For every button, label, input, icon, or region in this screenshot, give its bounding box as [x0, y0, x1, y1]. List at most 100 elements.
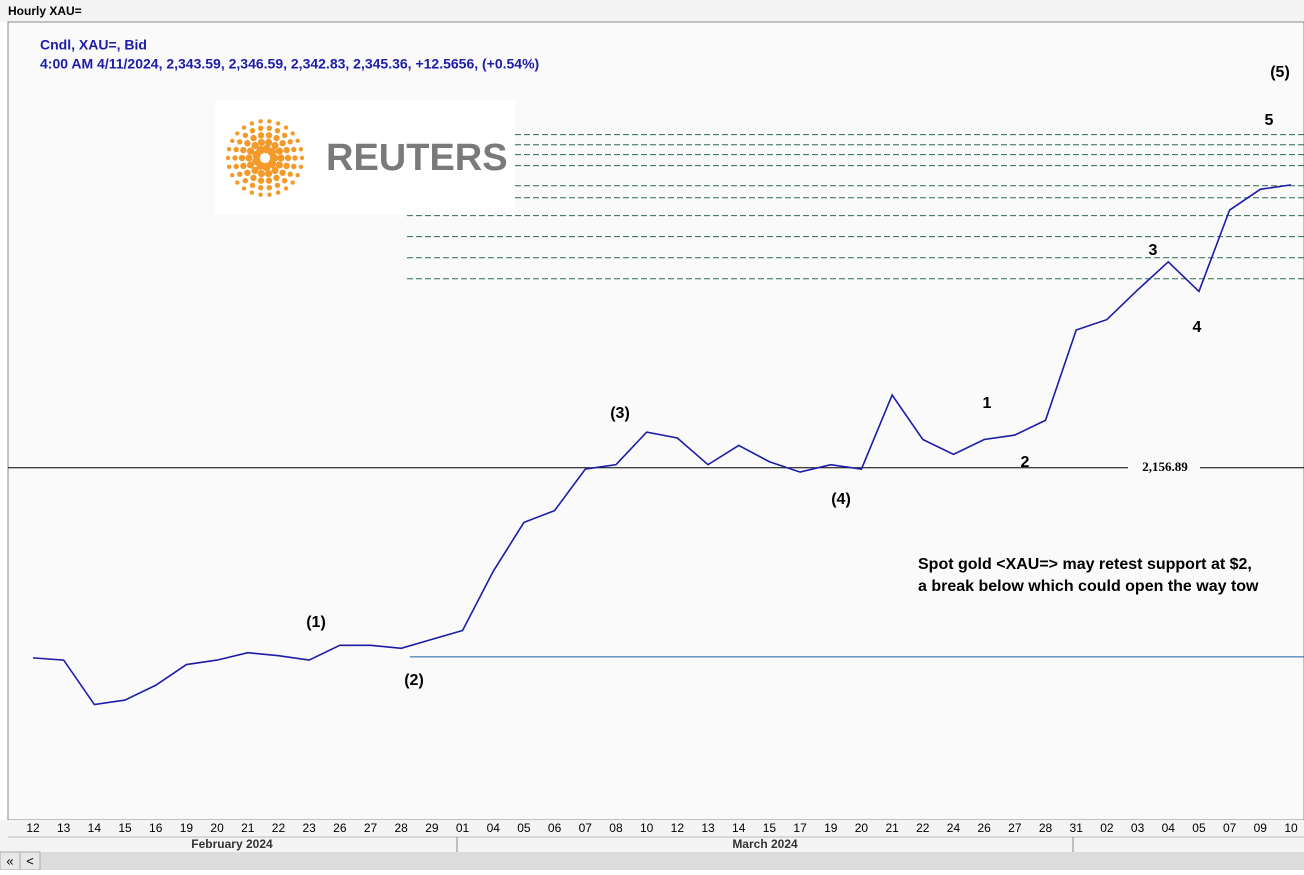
x-tick-label: 04: [487, 821, 501, 835]
logo-dot: [283, 186, 289, 191]
logo-dot: [265, 177, 273, 184]
logo-dot: [230, 172, 235, 178]
logo-dot: [258, 192, 263, 197]
logo-dot: [291, 163, 297, 170]
logo-dot: [287, 171, 293, 177]
logo-dot: [295, 172, 300, 178]
scroll-button-label[interactable]: «: [6, 853, 13, 868]
x-tick-label: 19: [180, 821, 194, 835]
x-tick-label: 13: [57, 821, 71, 835]
scrollbar[interactable]: [0, 852, 1304, 870]
logo-dot: [241, 125, 247, 130]
x-tick-label: 06: [548, 821, 562, 835]
logo-dot: [290, 180, 295, 185]
logo-dot: [291, 146, 297, 153]
x-tick-label: 05: [517, 821, 531, 835]
logo-dot: [258, 184, 264, 191]
title-bar: [0, 0, 1304, 22]
logo-dot: [226, 146, 232, 152]
logo-dot: [230, 138, 235, 144]
logo-dot: [249, 182, 256, 188]
logo-dot: [267, 119, 272, 124]
reference-label-bg: [1128, 459, 1200, 476]
logo-dot: [233, 146, 239, 153]
x-tick-label: 22: [272, 821, 286, 835]
wave-label: (5): [1270, 64, 1290, 81]
logo-dot: [271, 166, 279, 175]
plot-area: [7, 21, 1304, 821]
x-tick-label: 04: [1162, 821, 1176, 835]
logo-dot: [295, 138, 300, 144]
logo-dot: [257, 169, 266, 178]
x-tick-label: 12: [671, 821, 685, 835]
logo-dot: [264, 169, 273, 178]
logo-dot: [267, 148, 277, 157]
window-title: Hourly XAU=: [8, 4, 82, 18]
wave-label: 4: [1193, 319, 1202, 336]
logo-dot: [258, 125, 264, 132]
x-tick-label: 26: [333, 821, 347, 835]
logo-dot: [241, 186, 247, 191]
logo-dot: [267, 192, 272, 197]
logo-dot: [271, 141, 279, 150]
logo-dot: [274, 182, 281, 188]
note-line: a break below which could open the way t…: [918, 578, 1259, 595]
scroll-button-label[interactable]: <: [26, 853, 34, 868]
logo-dot: [275, 121, 281, 126]
logo-dot: [249, 121, 255, 126]
reference-label: 2,156.89: [1142, 459, 1188, 474]
logo-dot: [284, 154, 292, 162]
x-tick-label: 29: [425, 821, 439, 835]
logo-dot: [235, 180, 240, 185]
x-tick-label: 31: [1070, 821, 1084, 835]
logo-dot: [258, 119, 263, 124]
chart-title: Cndl, XAU=, Bid: [40, 37, 147, 53]
logo-dot: [240, 162, 247, 170]
logo-dot: [265, 132, 273, 139]
logo-dot: [275, 161, 284, 169]
logo-dot: [266, 125, 272, 132]
x-tick-label: 19: [824, 821, 838, 835]
logo-dot: [245, 154, 253, 162]
x-tick-label: 10: [640, 821, 654, 835]
logo-dot: [226, 164, 232, 170]
x-axis-band: [0, 820, 1304, 852]
logo-dot: [251, 141, 259, 150]
logo-dot: [266, 184, 272, 191]
logo-dot: [237, 171, 243, 177]
x-tick-label: 05: [1192, 821, 1206, 835]
logo-dot: [257, 177, 265, 184]
x-tick-label: 12: [26, 821, 40, 835]
logo-dot: [240, 146, 247, 154]
logo-dot: [279, 140, 286, 147]
logo-dot: [283, 146, 290, 154]
logo-dot: [292, 155, 298, 161]
logo-dot: [274, 128, 281, 134]
x-tick-label: 28: [1039, 821, 1053, 835]
logo-dot: [244, 140, 251, 147]
logo-dot: [233, 163, 239, 170]
x-tick-label: 15: [118, 821, 132, 835]
logo-dot: [281, 177, 288, 184]
x-tick-label: 13: [701, 821, 715, 835]
wave-label: (1): [306, 614, 326, 631]
wave-label: (2): [404, 672, 424, 689]
price-line: [32, 184, 1292, 706]
logo-dot: [257, 138, 266, 147]
logo-dot: [250, 134, 257, 142]
month-label: February 2024: [191, 837, 273, 851]
x-tick-label: 03: [1131, 821, 1145, 835]
x-tick-label: 28: [395, 821, 409, 835]
x-tick-label: 10: [1284, 821, 1298, 835]
x-tick-label: 26: [977, 821, 991, 835]
logo-text: REUTERS: [326, 137, 508, 179]
x-tick-label: 27: [1008, 821, 1022, 835]
x-tick-label: 22: [916, 821, 930, 835]
x-tick-label: 27: [364, 821, 378, 835]
x-tick-label: 01: [456, 821, 470, 835]
x-tick-label: 20: [855, 821, 869, 835]
logo-dot: [275, 147, 284, 155]
logo-dot: [249, 190, 255, 195]
logo-mark: [225, 119, 305, 197]
logo-dot: [251, 166, 259, 175]
